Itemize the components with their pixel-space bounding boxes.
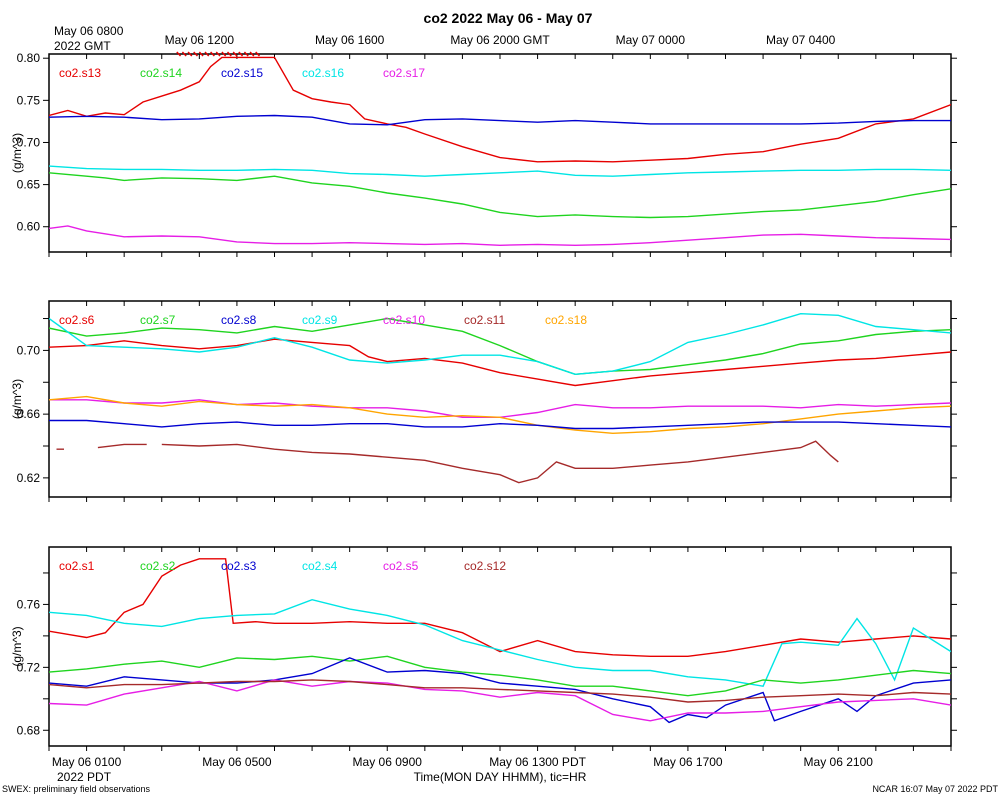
panel-1: 0.60 0.65 0.70 0.75 0.80 (g/m^3) co2.s13 co2.s1…: [10, 51, 957, 257]
flag-mark: [255, 51, 261, 57]
panel-2: 0.62 0.66 0.70 (g/m^3) co2.s6 co2.s7 co2.s8 co2…: [10, 300, 957, 502]
bottom-axis-tick-label: May 06 0100: [52, 755, 122, 769]
series-co2-s18: [49, 395, 951, 435]
flag-mark: [204, 51, 210, 57]
y-tick-label: 0.68: [17, 723, 41, 737]
y-tick-label: 0.62: [17, 471, 41, 485]
flag-mark: [210, 51, 215, 57]
flag-mark: [249, 51, 255, 57]
top-axis-tick-label: May 07 0400: [766, 33, 836, 47]
flag-mark: [215, 51, 221, 57]
legend-co2-s10: co2.s10: [383, 313, 425, 327]
bottom-axis-tick-label: May 06 0900: [353, 755, 423, 769]
panel-1-frame: [48, 53, 952, 253]
series-co2-s15: [49, 114, 951, 126]
y-tick-label: 0.75: [17, 93, 41, 107]
flag-mark: [187, 51, 193, 57]
legend-co2-s18: co2.s18: [545, 313, 587, 327]
legend-co2-s2: co2.s2: [140, 559, 176, 573]
legend-co2-s7: co2.s7: [140, 313, 176, 327]
y-tick-label: 0.76: [17, 597, 41, 611]
legend-co2-s11: co2.s11: [464, 313, 505, 327]
footer-left-note: SWEX: preliminary field observations: [2, 784, 151, 794]
panel-3-frame: [48, 546, 952, 747]
series-co2-s11: [56, 440, 839, 484]
flag-mark: [176, 51, 182, 57]
series-co2-s16: [49, 165, 951, 177]
series-co2-s1: [49, 558, 951, 657]
series-co2-s10: [49, 399, 951, 418]
y-tick-label: 0.70: [17, 343, 41, 357]
series-co2-s9: [49, 312, 951, 376]
chart-title: co2 2022 May 06 - May 07: [424, 10, 593, 26]
bottom-axis-tick-label: May 06 0500: [202, 755, 272, 769]
top-axis-tick-label: May 07 0000: [616, 33, 686, 47]
series-co2-s8: [49, 419, 951, 430]
legend-co2-s3: co2.s3: [221, 559, 257, 573]
y-tick-label: 0.70: [17, 135, 41, 149]
flag-mark: [232, 51, 238, 57]
legend-co2-s4: co2.s4: [302, 559, 338, 573]
legend-co2-s9: co2.s9: [302, 313, 338, 327]
series-co2-s2: [49, 655, 951, 697]
top-axis-tick-label: May 06 1200: [165, 33, 235, 47]
series-co2-s5: [49, 679, 951, 722]
y-axis-label: (g/m^3): [10, 379, 24, 419]
top-axis-origin-year: 2022 GMT: [54, 39, 111, 53]
legend-co2-s16: co2.s16: [302, 66, 344, 80]
flag-mark: [193, 51, 199, 57]
y-tick-label: 0.66: [17, 407, 41, 421]
y-axis-label: (g/m^3): [10, 626, 24, 666]
series-co2-s6: [49, 338, 951, 387]
panels: 0.60 0.65 0.70 0.75 0.80 (g/m^3) co2.s13 co2.s1…: [10, 33, 957, 769]
flag-mark: [181, 51, 187, 57]
top-axis-tick-label: May 06 2000 GMT: [450, 33, 550, 47]
footer-right-note: NCAR 16:07 May 07 2022 PDT: [872, 784, 998, 794]
bottom-axis-year-label: 2022 PDT: [57, 770, 112, 784]
y-tick-label: 0.60: [17, 220, 41, 234]
legend-co2-s13: co2.s13: [59, 66, 101, 80]
legend-co2-s1: co2.s1: [59, 559, 95, 573]
top-axis-origin-label: May 06 0800: [54, 24, 124, 38]
series-co2-s12: [49, 679, 951, 703]
legend-co2-s12: co2.s12: [464, 559, 506, 573]
series-co2-s3: [49, 657, 951, 724]
series-co2-s13: [49, 56, 951, 163]
y-tick-label: 0.65: [17, 178, 41, 192]
y-tick-label: 0.80: [17, 51, 41, 65]
bottom-axis-tick-label: May 06 1700: [653, 755, 723, 769]
flag-mark: [221, 51, 227, 57]
legend-co2-s14: co2.s14: [140, 66, 182, 80]
legend-co2-s17: co2.s17: [383, 66, 425, 80]
bottom-axis-tick-label: May 06 2100: [804, 755, 874, 769]
bottom-axis-tick-label: May 06 1300 PDT: [489, 755, 586, 769]
y-tick-label: 0.72: [17, 660, 41, 674]
top-axis-tick-label: May 06 1600: [315, 33, 385, 47]
panel-2-frame: [48, 300, 952, 498]
legend-co2-s6: co2.s6: [59, 313, 95, 327]
flag-mark: [198, 51, 204, 57]
series-co2-s17: [49, 225, 951, 247]
series-co2-s14: [49, 172, 951, 219]
flag-mark: [243, 51, 249, 57]
legend-co2-s5: co2.s5: [383, 559, 419, 573]
series-co2-s7: [49, 317, 951, 376]
flag-mark: [238, 51, 244, 57]
y-axis-label: (g/m^3): [10, 133, 24, 173]
legend-co2-s8: co2.s8: [221, 313, 257, 327]
bottom-axis-xlabel: Time(MON DAY HHMM), tic=HR: [414, 770, 587, 784]
legend-co2-s15: co2.s15: [221, 66, 263, 80]
panel-3: 0.68 0.72 0.76 (g/m^3) co2.s1 co2.s2 co2.s3 co2…: [10, 546, 957, 751]
series-co2-s4: [49, 598, 951, 687]
flag-mark: [226, 51, 232, 57]
